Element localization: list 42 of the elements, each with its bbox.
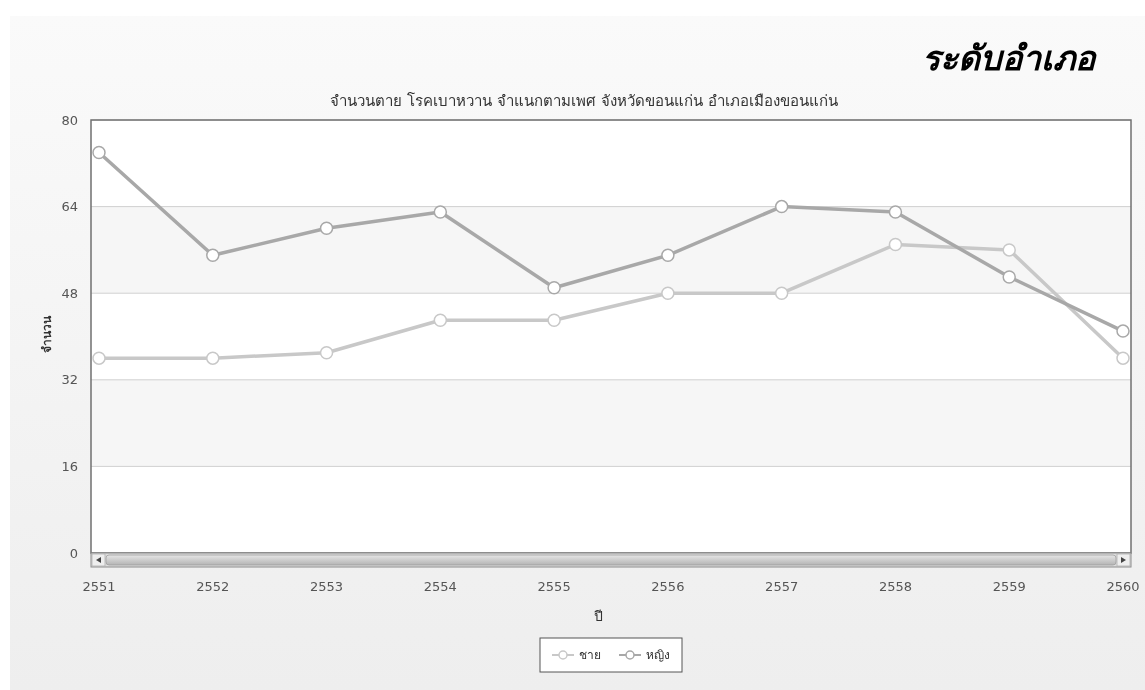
point <box>547 313 561 328</box>
legend-label: ชาย <box>579 648 601 662</box>
y-tick-label: 0 <box>69 545 78 561</box>
point <box>774 286 789 300</box>
legend-label: หญิง <box>646 648 670 662</box>
point <box>1116 351 1130 365</box>
point <box>1002 270 1016 284</box>
x-tick-label: 2559 <box>992 579 1026 594</box>
point <box>319 345 334 360</box>
x-tick-label: 2555 <box>537 579 571 594</box>
y-axis-title: จำนวน <box>40 315 54 353</box>
text: ระดับอำเภอ <box>922 40 1097 77</box>
point <box>888 205 903 219</box>
x-tick-label: 2551 <box>82 579 116 594</box>
point <box>661 248 675 263</box>
y-tick-label: 32 <box>61 372 78 388</box>
point <box>888 237 903 252</box>
x-tick-label: 2552 <box>196 579 230 594</box>
x-tick-label: 2558 <box>878 579 912 594</box>
chart-title: จำนวนตาย โรคเบาหวาน จำแนกตามเพศ จังหวัดขอนแก่น อำเภอเมืองขอนแก่น <box>330 92 838 110</box>
x-axis-title: ปี <box>593 608 603 624</box>
x-tick-label: 2560 <box>1106 579 1140 594</box>
point <box>661 286 675 300</box>
x-tick-label: 2556 <box>651 579 685 594</box>
point <box>774 199 789 214</box>
x-tick-label: 2553 <box>310 579 344 594</box>
point <box>1002 243 1016 257</box>
point <box>206 248 220 263</box>
y-tick-label: 16 <box>61 458 78 474</box>
point <box>92 351 106 365</box>
y-tick-label: 80 <box>61 112 78 128</box>
point <box>433 313 448 328</box>
y-tick-label: 64 <box>61 199 78 215</box>
point <box>433 205 448 219</box>
y-tick-label: 48 <box>61 285 78 301</box>
x-tick-label: 2557 <box>765 579 799 594</box>
point <box>547 281 561 295</box>
point <box>1116 324 1130 338</box>
point <box>92 145 106 160</box>
point <box>319 221 334 235</box>
point <box>206 351 220 365</box>
x-tick-label: 2554 <box>423 579 457 594</box>
